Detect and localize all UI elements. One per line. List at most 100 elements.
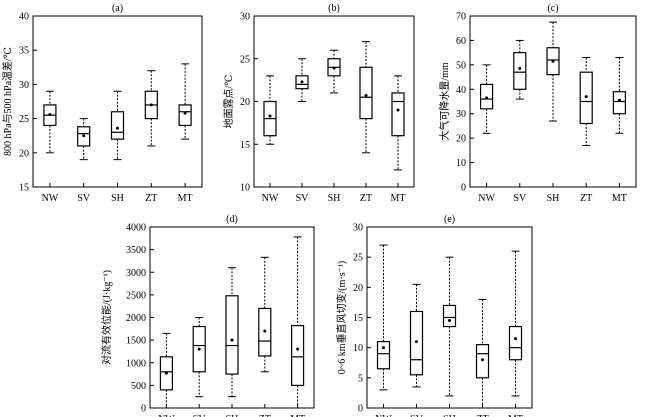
y-tick-label: 20: [353, 283, 363, 294]
x-tick-label: ZT: [259, 414, 271, 417]
x-tick-label: SH: [226, 414, 239, 417]
mean-dot: [183, 111, 187, 115]
iqr-box: [612, 91, 627, 115]
iqr-box: [225, 295, 239, 375]
box-NW: [159, 332, 173, 409]
x-tick-label: NW: [42, 193, 59, 204]
panel-label: (a): [112, 3, 123, 14]
x-tick-label: NW: [262, 193, 279, 204]
box-SH: [546, 21, 560, 122]
iqr-box: [376, 341, 391, 370]
chart-panel-3: (d) 0 500 1000 1500 2000 2500 3000 3500 4000 对流有效位…: [100, 214, 315, 417]
x-tick-label: MT: [508, 414, 523, 417]
plot-frame: [469, 15, 637, 188]
mean-dot: [415, 340, 418, 344]
mean-dot: [230, 338, 234, 342]
y-tick-label: 20: [240, 97, 250, 108]
box-NW: [263, 75, 277, 145]
box-ZT: [475, 298, 490, 409]
mean-dot: [485, 96, 489, 100]
y-tick-label: 2000: [126, 313, 146, 324]
y-tick-label: 10: [353, 343, 363, 354]
x-tick-label: ZT: [580, 193, 592, 204]
iqr-box: [291, 325, 305, 386]
mean-dot: [514, 337, 517, 341]
mean-dot: [617, 98, 621, 102]
x-tick-label: SH: [328, 193, 341, 204]
iqr-box: [178, 104, 192, 127]
x-tick-label: NW: [478, 193, 495, 204]
mean-dot: [296, 347, 300, 351]
y-axis-label: 地面露点/℃: [222, 75, 235, 129]
mean-dot: [82, 134, 86, 138]
mean-dot: [448, 319, 451, 323]
x-tick-label: NW: [158, 414, 175, 417]
y-tick-label: 20: [19, 148, 29, 159]
box-MT: [612, 57, 627, 134]
y-tick-label: 15: [240, 140, 250, 151]
iqr-box: [508, 325, 523, 361]
chart-panel-1: (b) 10 15 20 25 30 地面露点/℃ NW SV SH ZT MT: [222, 3, 415, 204]
iqr-box: [391, 92, 405, 137]
mean-dot: [268, 114, 272, 118]
plot-frame: [32, 15, 203, 188]
chart-panel-2: (c) 0 10 20 30 40 50 60 70 大气可降水量/mm NW SV SH ZT MT: [438, 3, 637, 204]
box-MT: [391, 75, 405, 171]
y-tick-label: 0: [141, 404, 146, 415]
y-axis-label: 0~6 km垂直风切变/(m·s⁻¹): [335, 261, 348, 374]
mean-dot: [300, 80, 304, 84]
y-tick-label: 25: [353, 253, 363, 264]
mean-dot: [481, 358, 484, 362]
mean-dot: [584, 95, 588, 99]
mean-dot: [116, 126, 119, 130]
chart-panel-4: (e) 0 5 10 15 20 25 30 0~6 km垂直风切变/(m·s⁻¹) NW SV SH…: [335, 214, 533, 417]
box-SH: [110, 90, 125, 161]
mean-dot: [382, 346, 385, 350]
y-tick-label: 4000: [126, 223, 146, 234]
x-tick-label: SV: [77, 193, 91, 204]
y-axis-label: 对流有效位能/(J·kg⁻¹): [100, 270, 113, 365]
y-tick-label: 3000: [126, 268, 146, 279]
y-tick-label: 30: [19, 80, 29, 91]
box-ZT: [359, 41, 373, 154]
y-tick-label: 1000: [126, 358, 146, 369]
y-tick-label: 30: [353, 223, 363, 234]
mean-dot: [364, 94, 368, 98]
x-tick-label: SH: [443, 414, 456, 417]
y-tick-label: 25: [240, 54, 250, 65]
iqr-box: [359, 66, 373, 120]
x-tick-label: MT: [290, 414, 305, 417]
mean-dot: [48, 112, 52, 116]
iqr-box: [475, 344, 490, 379]
x-tick-label: SV: [513, 193, 527, 204]
panel-label: (b): [328, 3, 340, 14]
x-tick-label: ZT: [360, 193, 372, 204]
y-tick-label: 15: [19, 183, 29, 194]
box-SV: [409, 283, 424, 388]
y-tick-label: 1500: [126, 336, 146, 347]
mean-dot: [149, 103, 153, 107]
x-tick-label: SH: [111, 193, 124, 204]
y-tick-label: 2500: [126, 290, 146, 301]
box-NW: [480, 64, 494, 134]
y-tick-label: 25: [19, 114, 29, 125]
y-tick-label: 10: [240, 183, 250, 194]
x-tick-label: ZT: [476, 414, 488, 417]
mean-dot: [332, 66, 336, 70]
box-ZT: [258, 256, 272, 373]
x-tick-label: MT: [178, 193, 193, 204]
y-tick-label: 40: [19, 12, 29, 23]
box-SV: [295, 58, 309, 102]
y-axis-label: 800 hPa与500 hPa温差/℃: [1, 47, 14, 156]
box-ZT: [579, 57, 593, 146]
x-tick-label: SV: [410, 414, 424, 417]
plot-frame: [253, 15, 415, 188]
y-tick-label: 5: [358, 373, 363, 384]
panel-label: (d): [226, 214, 238, 225]
box-ZT: [144, 70, 158, 147]
panel-label: (c): [547, 3, 558, 14]
box-NW: [376, 244, 391, 391]
mean-dot: [551, 59, 555, 63]
box-MT: [508, 250, 523, 397]
